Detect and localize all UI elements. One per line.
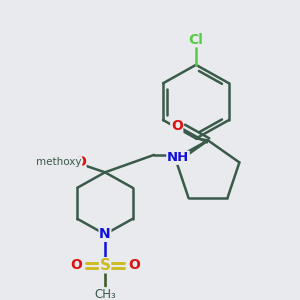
- Text: N: N: [99, 227, 111, 241]
- Text: O: O: [70, 258, 82, 272]
- Text: O: O: [128, 258, 140, 272]
- Text: NH: NH: [167, 151, 189, 164]
- Text: methoxy: methoxy: [36, 157, 82, 167]
- Text: O: O: [74, 155, 86, 169]
- Text: CH₃: CH₃: [94, 288, 116, 300]
- Text: O: O: [171, 119, 183, 133]
- Text: Cl: Cl: [189, 33, 203, 47]
- Text: S: S: [100, 258, 110, 273]
